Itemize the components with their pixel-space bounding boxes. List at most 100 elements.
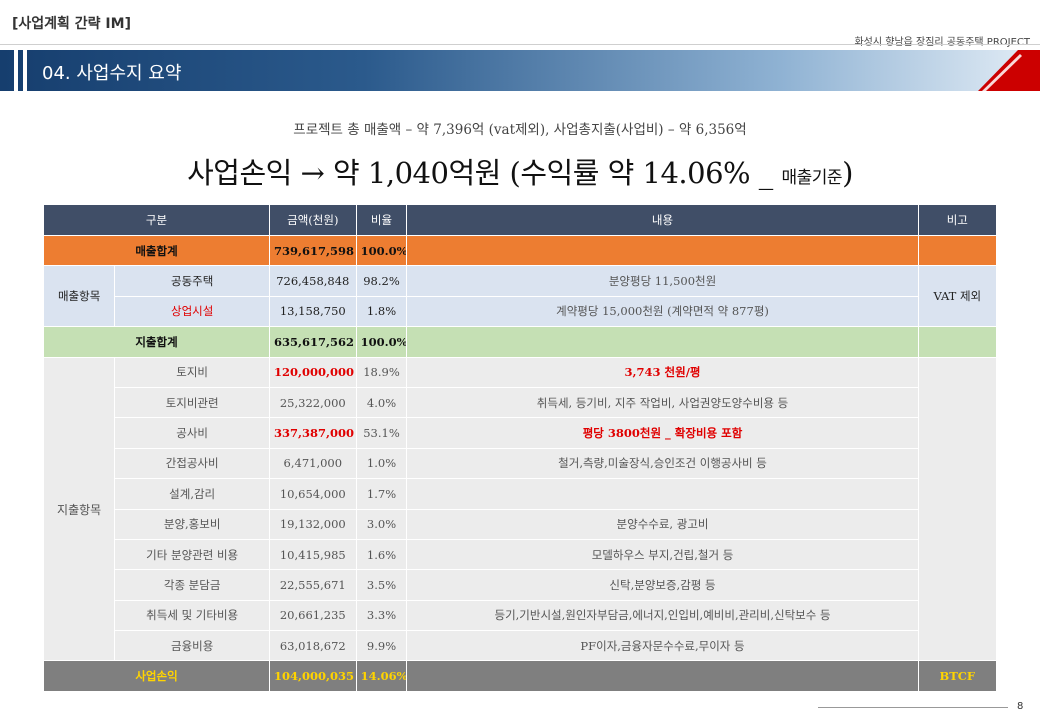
row-content: 3,743 천원/평 <box>406 356 919 388</box>
vat-note: VAT 제외 <box>917 265 998 328</box>
row-label: 지출합계 <box>42 326 271 358</box>
row-ratio: 1.0% <box>355 447 408 480</box>
row-amount: 10,415,985 <box>269 538 357 571</box>
summary-line: 프로젝트 총 매출액 – 약 7,396억 (vat제외), 사업총지출(사업비… <box>293 122 747 138</box>
row-label: 토지비관련 <box>114 386 271 419</box>
profit-headline-basis: 매출기준 <box>781 168 843 188</box>
row-ratio: 4.0% <box>355 386 408 419</box>
col-header-amount: 금액(천원) <box>269 204 357 236</box>
row-content: 계약평당 15,000천원 (계약면적 약 877평) <box>406 295 919 328</box>
profit-row: 사업손익 104,000,035 14.06% BTCF <box>42 660 998 692</box>
row-amount: 13,158,750 <box>269 295 357 328</box>
section-banner: 04. 사업수지 요약 <box>0 50 1040 91</box>
row-label: 설계,감리 <box>114 478 271 510</box>
row-amount: 6,471,000 <box>269 447 357 480</box>
row-ratio: 1.8% <box>355 295 408 328</box>
table-row: 상업시설 13,158,750 1.8% 계약평당 15,000천원 (계약면적… <box>44 295 997 328</box>
row-amount: 19,132,000 <box>269 508 357 540</box>
table-row: 기타 분양관련 비용 10,415,985 1.6% 모델하우스 부지,건립,철… <box>44 538 997 571</box>
row-ratio: 18.9% <box>355 356 408 388</box>
table-row: 설계,감리 10,654,000 1.7% <box>44 478 997 510</box>
row-note <box>917 326 998 358</box>
row-label: 기타 분양관련 비용 <box>114 538 271 571</box>
row-label: 사업손익 <box>42 660 271 692</box>
row-ratio: 100.0% <box>355 326 408 358</box>
row-amount: 10,654,000 <box>269 478 357 510</box>
row-note <box>917 234 998 267</box>
banner-accent-bar <box>23 50 27 91</box>
table-row: 토지비관련 25,322,000 4.0% 취득세, 등기비, 지주 작업비, … <box>44 386 997 419</box>
row-content <box>406 326 919 358</box>
row-amount: 337,387,000 <box>269 417 357 449</box>
table-row: 취득세 및 기타비용 20,661,235 3.3% 등기,기반시설,원인자부담… <box>44 599 997 632</box>
profit-headline-end: ) <box>842 156 853 190</box>
row-label: 금융비용 <box>114 630 271 662</box>
table-header-row: 구분 금액(천원) 비율 내용 비고 <box>42 204 998 236</box>
expense-group-label: 지출항목 <box>42 356 116 662</box>
row-ratio: 98.2% <box>355 265 408 297</box>
row-amount: 726,458,848 <box>269 265 357 297</box>
row-note: BTCF <box>917 660 998 692</box>
row-content: 신탁,분양보증,감평 등 <box>406 569 919 601</box>
row-content: 모델하우스 부지,건립,철거 등 <box>406 538 919 571</box>
sales-total-row: 매출합계 739,617,598 100.0% <box>42 234 998 267</box>
row-amount: 635,617,562 <box>269 326 357 358</box>
row-label: 토지비 <box>114 356 271 388</box>
row-label: 공동주택 <box>114 265 271 297</box>
row-label: 분양,홍보비 <box>114 508 271 540</box>
table-row: 지출항목 토지비 120,000,000 18.9% 3,743 천원/평 <box>42 356 998 662</box>
row-content: 취득세, 등기비, 지주 작업비, 사업권양도양수비용 등 <box>406 386 919 419</box>
business-balance-table: 구분 금액(천원) 비율 내용 비고 매출합계 739,617,598 100.… <box>42 204 998 692</box>
row-content <box>406 478 919 510</box>
row-amount: 20,661,235 <box>269 599 357 632</box>
table-row: 금융비용 63,018,672 9.9% PF이자,금융자문수수료,무이자 등 <box>44 630 997 662</box>
row-content: 평당 3800천원 _ 확장비용 포함 <box>406 417 919 449</box>
sales-group-label: 매출항목 <box>42 265 116 328</box>
row-ratio: 3.3% <box>355 599 408 632</box>
row-content: PF이자,금융자문수수료,무이자 등 <box>406 630 919 662</box>
col-header-ratio: 비율 <box>355 204 408 236</box>
profit-headline-main: 사업손익 → 약 1,040억원 (수익률 약 14.06% _ <box>187 156 782 190</box>
row-content <box>406 234 919 267</box>
row-label: 공사비 <box>114 417 271 449</box>
row-amount: 25,322,000 <box>269 386 357 419</box>
row-amount: 120,000,000 <box>269 356 357 388</box>
row-label: 상업시설 <box>114 295 271 328</box>
page-number: 8 <box>1017 701 1024 712</box>
row-content: 분양수수료, 광고비 <box>406 508 919 540</box>
row-label: 각종 분담금 <box>114 569 271 601</box>
row-content <box>406 660 919 692</box>
row-ratio: 14.06% <box>355 660 408 692</box>
section-title: 04. 사업수지 요약 <box>42 63 182 84</box>
row-content: 철거,측량,미술장식,승인조건 이행공사비 등 <box>406 447 919 480</box>
row-ratio: 3.5% <box>355 569 408 601</box>
col-header-content: 내용 <box>406 204 919 236</box>
row-ratio: 100.0% <box>355 234 408 267</box>
red-corner-decoration <box>978 50 1040 91</box>
row-amount: 63,018,672 <box>269 630 357 662</box>
row-ratio: 53.1% <box>355 417 408 449</box>
expense-note <box>917 356 998 662</box>
profit-headline: 사업손익 → 약 1,040억원 (수익률 약 14.06% _ 매출기준) <box>0 150 1040 192</box>
row-content: 분양평당 11,500천원 <box>406 265 919 297</box>
row-ratio: 1.6% <box>355 538 408 571</box>
header-divider <box>0 44 1040 45</box>
row-label: 간접공사비 <box>114 447 271 480</box>
table-row: 공사비 337,387,000 53.1% 평당 3800천원 _ 확장비용 포… <box>44 417 997 449</box>
expense-total-row: 지출합계 635,617,562 100.0% <box>42 326 998 358</box>
footer-divider <box>818 707 1008 708</box>
row-label: 매출합계 <box>42 234 271 267</box>
col-header-note: 비고 <box>917 204 998 236</box>
row-ratio: 3.0% <box>355 508 408 540</box>
row-content: 등기,기반시설,원인자부담금,에너지,인입비,예비비,관리비,신탁보수 등 <box>406 599 919 632</box>
banner-accent-bar <box>14 50 18 91</box>
table-row: 각종 분담금 22,555,671 3.5% 신탁,분양보증,감평 등 <box>44 569 997 601</box>
row-amount: 104,000,035 <box>269 660 357 692</box>
row-amount: 739,617,598 <box>269 234 357 267</box>
table-row: 간접공사비 6,471,000 1.0% 철거,측량,미술장식,승인조건 이행공… <box>44 447 997 480</box>
row-amount: 22,555,671 <box>269 569 357 601</box>
table-row: 분양,홍보비 19,132,000 3.0% 분양수수료, 광고비 <box>44 508 997 540</box>
table-row: 매출항목 공동주택 726,458,848 98.2% 분양평당 11,500천… <box>42 265 998 328</box>
row-ratio: 1.7% <box>355 478 408 510</box>
project-name: 화성시 향남읍 장짐리 공동주택 PROJECT <box>854 37 1030 48</box>
